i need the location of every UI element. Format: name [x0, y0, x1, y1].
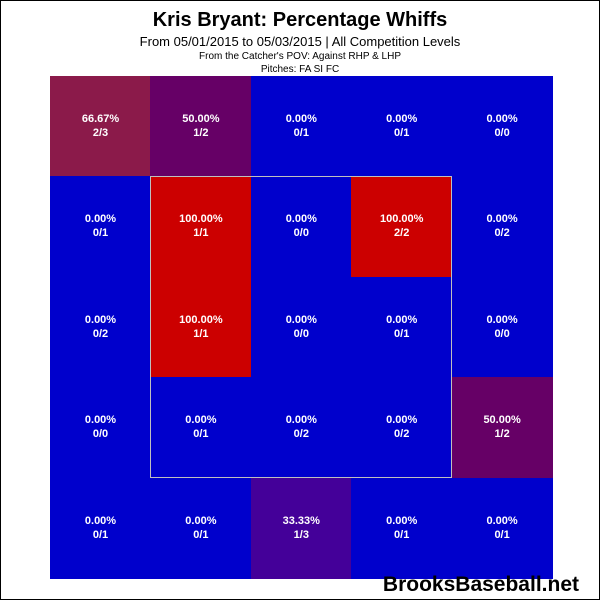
cell-fraction: 0/1: [494, 528, 510, 541]
cell-percentage: 0.00%: [486, 514, 518, 527]
cell-percentage: 0.00%: [386, 313, 418, 326]
chart-subtitle: From 05/01/2015 to 05/03/2015 | All Comp…: [139, 34, 461, 49]
cell-percentage: 0.00%: [84, 213, 117, 226]
heatmap-cell-r1-c2: 50.00% 1/2: [150, 76, 252, 177]
cell-fraction: 1/2: [494, 428, 510, 441]
cell-percentage: 0.00%: [285, 113, 317, 125]
heatmap-cell-r4-c1: 0.00% 0/0: [50, 377, 151, 479]
chart-title: Kris Bryant: Percentage Whiffs: [152, 9, 448, 31]
cell-percentage: 0.00%: [486, 213, 518, 226]
cell-fraction: 0/2: [494, 227, 510, 240]
heatmap-cell-r4-c3: 0.00% 0/2: [250, 377, 352, 479]
heatmap-cell-r2-c2: 100.00% 1/1: [150, 176, 252, 278]
cell-fraction: 0/1: [394, 127, 410, 139]
cell-percentage: 0.00%: [386, 113, 418, 125]
cell-fraction: 0/2: [293, 428, 309, 441]
heatmap-cell-r3-c4: 0.00% 0/1: [351, 276, 453, 378]
cell-percentage: 50.00%: [483, 414, 521, 427]
cell-percentage: 0.00%: [486, 113, 518, 125]
cell-percentage: 100.00%: [379, 213, 424, 226]
cell-fraction: 0/2: [394, 428, 410, 441]
cell-fraction: 0/1: [293, 127, 309, 139]
cell-percentage: 66.67%: [81, 113, 120, 125]
heatmap-cell-r3-c5: 0.00% 0/0: [451, 276, 553, 378]
heatmap-cell-r4-c5: 50.00% 1/2: [451, 377, 553, 479]
cell-percentage: 0.00%: [84, 414, 117, 427]
cell-fraction: 1/3: [293, 528, 309, 541]
cell-fraction: 0/1: [92, 227, 109, 240]
heatmap-cell-r2-c4: 100.00% 2/2: [351, 176, 453, 278]
heatmap-cell-r4-c2: 0.00% 0/1: [150, 377, 252, 479]
cell-fraction: 0/1: [193, 428, 209, 441]
cell-percentage: 100.00%: [179, 213, 223, 226]
cell-fraction: 0/0: [92, 428, 109, 441]
cell-fraction: 2/2: [394, 227, 410, 240]
heatmap-cell-r2-c1: 0.00% 0/1: [50, 176, 151, 278]
cell-percentage: 0.00%: [285, 414, 317, 427]
heatmap-cell-r1-c4: 0.00% 0/1: [351, 76, 453, 177]
cell-percentage: 0.00%: [185, 414, 217, 427]
cell-fraction: 1/1: [193, 327, 209, 340]
cell-percentage: 50.00%: [182, 113, 220, 125]
cell-percentage: 100.00%: [179, 313, 223, 326]
heatmap-cell-r3-c3: 0.00% 0/0: [250, 276, 352, 378]
cell-fraction: 1/2: [193, 127, 209, 139]
cell-fraction: 0/0: [494, 127, 510, 139]
pitches-label: Pitches: FA SI FC: [260, 64, 340, 75]
heatmap-cell-r5-c3: 33.33% 1/3: [250, 477, 352, 579]
cell-percentage: 0.00%: [84, 514, 117, 527]
heatmap-cell-r3-c1: 0.00% 0/2: [50, 276, 151, 378]
heatmap-cell-r4-c4: 0.00% 0/2: [351, 377, 453, 479]
cell-percentage: 0.00%: [285, 313, 317, 326]
cell-percentage: 0.00%: [386, 414, 418, 427]
heatmap-cell-r1-c3: 0.00% 0/1: [250, 76, 352, 177]
cell-fraction: 2/3: [92, 127, 109, 139]
cell-fraction: 0/1: [394, 327, 410, 340]
cell-fraction: 0/0: [293, 227, 309, 240]
cell-percentage: 33.33%: [282, 514, 320, 527]
heatmap-cell-r5-c2: 0.00% 0/1: [150, 477, 252, 579]
heatmap-cell-r2-c3: 0.00% 0/0: [250, 176, 352, 278]
cell-fraction: 0/1: [394, 528, 410, 541]
cell-fraction: 0/2: [92, 327, 109, 340]
cell-percentage: 0.00%: [386, 514, 418, 527]
heatmap-cell-r2-c5: 0.00% 0/2: [451, 176, 553, 278]
heatmap-cell-r5-c1: 0.00% 0/1: [50, 477, 151, 579]
heatmap-cell-r5-c4: 0.00% 0/1: [351, 477, 453, 579]
cell-fraction: 0/0: [494, 327, 510, 340]
heatmap-cell-r3-c2: 100.00% 1/1: [150, 276, 252, 378]
cell-percentage: 0.00%: [285, 213, 317, 226]
cell-fraction: 0/1: [92, 528, 109, 541]
heatmap-cell-r1-c1: 66.67% 2/3: [50, 76, 151, 177]
heatmap-grid: 66.67% 2/3 50.00% 1/2 0.00% 0/1 0.00% 0/1 0.00% 0…: [50, 76, 553, 579]
pov-label: From the Catcher's POV: Against RHP & LH…: [199, 51, 401, 62]
heatmap-cell-r5-c5: 0.00% 0/1: [451, 477, 553, 579]
cell-percentage: 0.00%: [185, 514, 217, 527]
cell-fraction: 0/1: [193, 528, 209, 541]
heatmap-cell-r1-c5: 0.00% 0/0: [451, 76, 553, 177]
cell-fraction: 1/1: [193, 227, 209, 240]
cell-percentage: 0.00%: [84, 313, 117, 326]
cell-percentage: 0.00%: [486, 313, 518, 326]
brooks-baseball-watermark: BrooksBaseball.net: [382, 573, 579, 596]
cell-fraction: 0/0: [293, 327, 309, 340]
